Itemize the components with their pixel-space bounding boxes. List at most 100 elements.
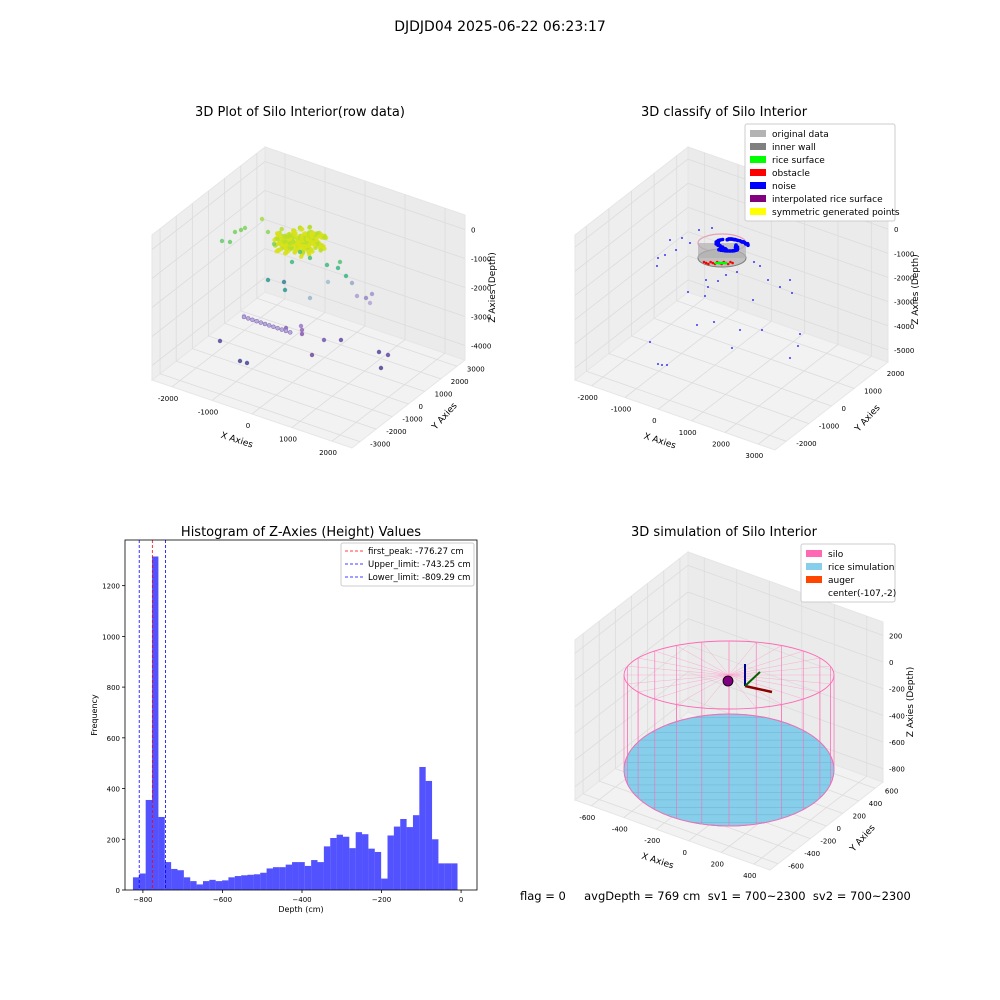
data-point <box>367 300 373 306</box>
histogram-bar <box>336 834 343 890</box>
data-point <box>378 365 384 371</box>
histogram-bar <box>317 862 324 890</box>
silo-roof-line <box>676 645 730 676</box>
y-tick-label: 3000 <box>467 365 485 373</box>
rice-surface-point <box>720 261 724 265</box>
data-point <box>265 277 271 283</box>
data-point <box>335 265 341 271</box>
y-axis-label: Y Axies <box>430 401 460 433</box>
x-tick-label: -1000 <box>198 408 218 416</box>
z-gridline <box>574 591 689 681</box>
z-gridline <box>264 248 466 317</box>
noise-point <box>736 238 740 243</box>
silo-roof-line <box>676 674 730 705</box>
histogram-bar <box>279 867 286 890</box>
noise-point <box>789 279 791 281</box>
y-tick-label: -1000 <box>402 416 422 424</box>
x-tick-label: 3000 <box>745 452 763 460</box>
histogram-bar <box>145 799 153 890</box>
data-point <box>275 236 280 242</box>
legend-label: silo <box>828 550 844 560</box>
data-point <box>349 280 355 286</box>
data-point <box>305 236 310 242</box>
y-gridline <box>176 360 377 430</box>
data-point <box>303 243 308 249</box>
data-point <box>298 323 304 329</box>
histogram-bar <box>292 862 299 890</box>
noise-point <box>761 329 763 331</box>
z-gridline <box>574 279 689 369</box>
legend-label: center(-107,-2) <box>828 589 896 599</box>
noise-point <box>731 249 735 253</box>
data-point <box>266 323 272 328</box>
data-point <box>250 317 255 323</box>
histogram-bar <box>342 836 350 890</box>
histogram-bar <box>164 862 172 890</box>
histogram-bar <box>177 870 184 890</box>
noise-point <box>705 279 707 281</box>
legend-label: rice surface <box>772 156 825 166</box>
noise-point <box>799 333 801 335</box>
z-gridline <box>151 190 266 279</box>
y-tick-label: 800 <box>107 684 120 692</box>
data-point <box>298 226 304 232</box>
data-point <box>227 239 233 245</box>
obstacle-point <box>702 260 706 264</box>
z-tick-label: -3000 <box>894 299 914 307</box>
z-tick-label: -600 <box>889 739 905 747</box>
histogram-bar <box>304 865 312 890</box>
noise-point <box>716 239 721 244</box>
y-gridline <box>208 335 409 405</box>
legend-label: interpolated rice surface <box>772 195 883 205</box>
histogram-bar <box>438 863 445 890</box>
noise-point <box>717 280 719 282</box>
obstacle-point <box>704 261 708 265</box>
histogram-bar <box>432 839 439 890</box>
data-point <box>309 352 315 358</box>
y-tick-label: 600 <box>885 787 898 795</box>
z-tick-label: -2000 <box>471 285 491 293</box>
obstacle-point <box>726 262 730 266</box>
z-gridline <box>687 671 884 743</box>
y-tick-label: 0 <box>842 405 846 413</box>
noise-point <box>657 363 659 365</box>
z-gridline <box>687 644 884 716</box>
histogram-bar <box>374 851 382 890</box>
noise-point <box>744 242 748 246</box>
data-point <box>217 338 223 344</box>
histogram-bar <box>158 816 165 890</box>
data-point <box>238 227 244 233</box>
obstacle-point <box>711 261 715 265</box>
data-point <box>287 241 292 246</box>
y-tick-label: 400 <box>869 800 882 808</box>
subplot-title: 3D classify of Silo Interior <box>641 105 808 120</box>
noise-point <box>729 237 733 241</box>
y-tick-label: 200 <box>853 812 866 820</box>
data-point <box>281 279 287 285</box>
y-tick-label: 1000 <box>435 390 453 398</box>
histogram-bar <box>196 884 203 890</box>
noise-point <box>767 279 769 281</box>
data-point <box>289 259 295 265</box>
x-tick-label: -200 <box>644 837 660 845</box>
histogram-bar <box>171 868 178 890</box>
z-gridline <box>574 231 689 320</box>
y-gridline <box>676 300 877 372</box>
data-point <box>299 331 305 337</box>
noise-point <box>733 245 738 250</box>
data-point <box>309 231 314 236</box>
legend-swatch <box>750 169 766 176</box>
z-gridline <box>574 255 689 345</box>
noise-point <box>725 274 727 276</box>
data-point <box>284 247 289 252</box>
legend-label: rice simulation <box>828 563 894 573</box>
data-point <box>259 216 265 222</box>
noise-point <box>779 286 781 288</box>
noise-point <box>717 247 721 252</box>
histogram-bar <box>349 848 356 890</box>
noise-point <box>732 237 737 242</box>
noise-point <box>669 239 671 241</box>
z-tick-label: 0 <box>889 659 893 667</box>
data-point <box>271 241 277 247</box>
z-tick-label: -800 <box>889 766 905 774</box>
